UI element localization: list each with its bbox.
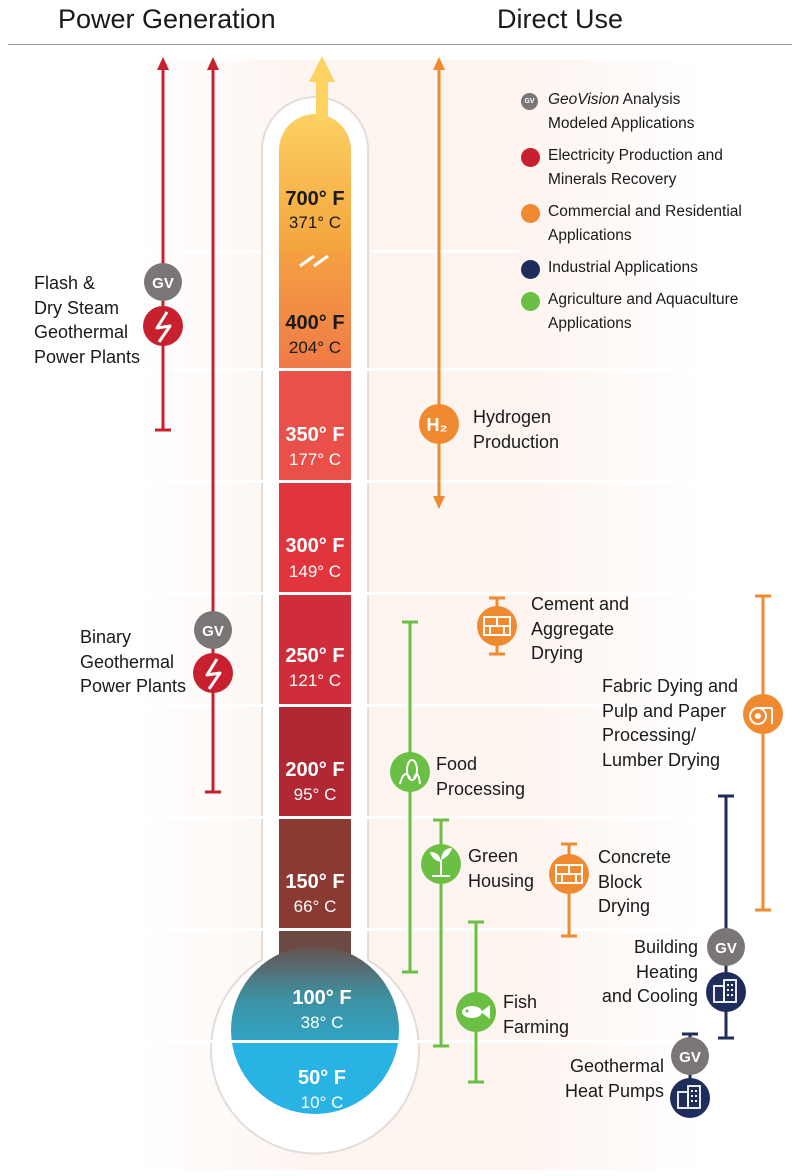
temp-label-c: 177° C [289,450,341,469]
hydrogen-h2-icon: H₂ [419,404,459,444]
sprout-icon [421,844,461,884]
temp-label-c: 38° C [301,1013,344,1032]
orange-dot-icon [521,204,540,223]
temp-label-c: 66° C [294,897,337,916]
hydrogen-label: Hydrogen Production [473,407,560,452]
svg-text:GV: GV [715,940,737,957]
segment-400f [279,252,351,368]
lightning-bolt-icon [143,306,183,346]
svg-text:GV: GV [679,1049,701,1066]
legend-line1: Electricity Production and [548,147,723,164]
segment-150f [279,818,351,928]
band-dividers [0,250,800,1043]
temp-label-f: 350° F [285,424,344,446]
segment-700f [279,114,351,252]
segment-200f [279,706,351,816]
legend-line1: Industrial Applications [548,259,698,276]
legend-line1: Commercial and Residential [548,203,742,220]
temp-label-f: 100° F [292,987,351,1009]
legend-line2: Applications [548,314,632,332]
segment-300f [279,482,351,592]
red-dot-icon [521,148,540,167]
fabric-label: Fabric Dying and Pulp and Paper Processi… [602,676,739,770]
temp-label-c: 95° C [294,785,337,804]
header-rule [8,44,792,45]
food-label: Food Processing [436,754,526,799]
temp-label-f: 400° F [285,312,344,334]
gv-badge: GV [671,1037,709,1075]
temp-label-c: 371° C [289,213,341,232]
svg-text:H₂: H₂ [427,415,448,435]
temp-label-f: 200° F [285,759,344,781]
binary-label: Binary Geothermal Power Plants [80,627,187,696]
brick-icon [549,854,589,894]
gv-icon: GV [521,93,538,110]
temp-label-f: 700° F [285,188,344,210]
legend-line1: Analysis [619,91,681,108]
thermometer-tube [279,114,351,1000]
legend-line1: Agriculture and Aquaculture [548,291,739,308]
power-generation-header: Power Generation [58,4,276,34]
thermometer-bulb [231,946,399,1114]
fabric-range-bar [755,594,771,912]
temp-label-f: 150° F [285,871,344,893]
thermometer-up-arrow-icon [309,56,335,120]
temp-label-c: 10° C [301,1093,344,1112]
food-range-bar [402,620,418,974]
flash-steam-range-bar [155,57,171,432]
temp-label-c: 204° C [289,338,341,357]
navy-dot-icon [521,260,540,279]
heatpumps-label: Geothermal Heat Pumps [564,1056,664,1101]
svg-text:GV: GV [152,275,174,292]
building-icon [670,1078,710,1118]
building-icon [706,972,746,1012]
gv-badge: GV [144,263,182,301]
green-housing-label: Green Housing [468,846,535,891]
legend-line2: Modeled Applications [548,114,695,132]
fish-icon [456,992,496,1032]
cement-label: Cement and Aggregate Drying [531,594,630,663]
fish-label: Fish Farming [503,992,570,1037]
svg-text:GV: GV [202,623,224,640]
temp-label-f: 300° F [285,535,344,557]
segment-350f [279,370,351,480]
green-dot-icon [521,292,540,311]
legend-italic: GeoVision [548,91,620,108]
lightning-bolt-icon [193,653,233,693]
fabric-roll-icon [743,694,783,734]
temp-label-c: 149° C [289,562,341,581]
temperature-labels: 700° F 371° C 400° F 204° C 350° F 177° … [285,188,351,1112]
axis-break-icon [299,254,329,268]
direct-use-header: Direct Use [497,4,624,34]
temp-label-f: 250° F [285,645,344,667]
concrete-label: Concrete Block Drying [598,847,672,916]
brick-icon [477,606,517,646]
building-label: Building Heating and Cooling [601,937,698,1006]
segment-250f [279,594,351,704]
legend-line2: Minerals Recovery [548,170,677,188]
gv-badge: GV [707,928,745,966]
gv-badge: GV [194,611,232,649]
temp-label-f: 50° F [298,1067,346,1089]
temp-label-c: 121° C [289,671,341,690]
legend-line2: Applications [548,226,632,244]
corn-icon [390,752,430,792]
flash-steam-label: Flash & Dry Steam Geothermal Power Plant… [34,273,141,367]
